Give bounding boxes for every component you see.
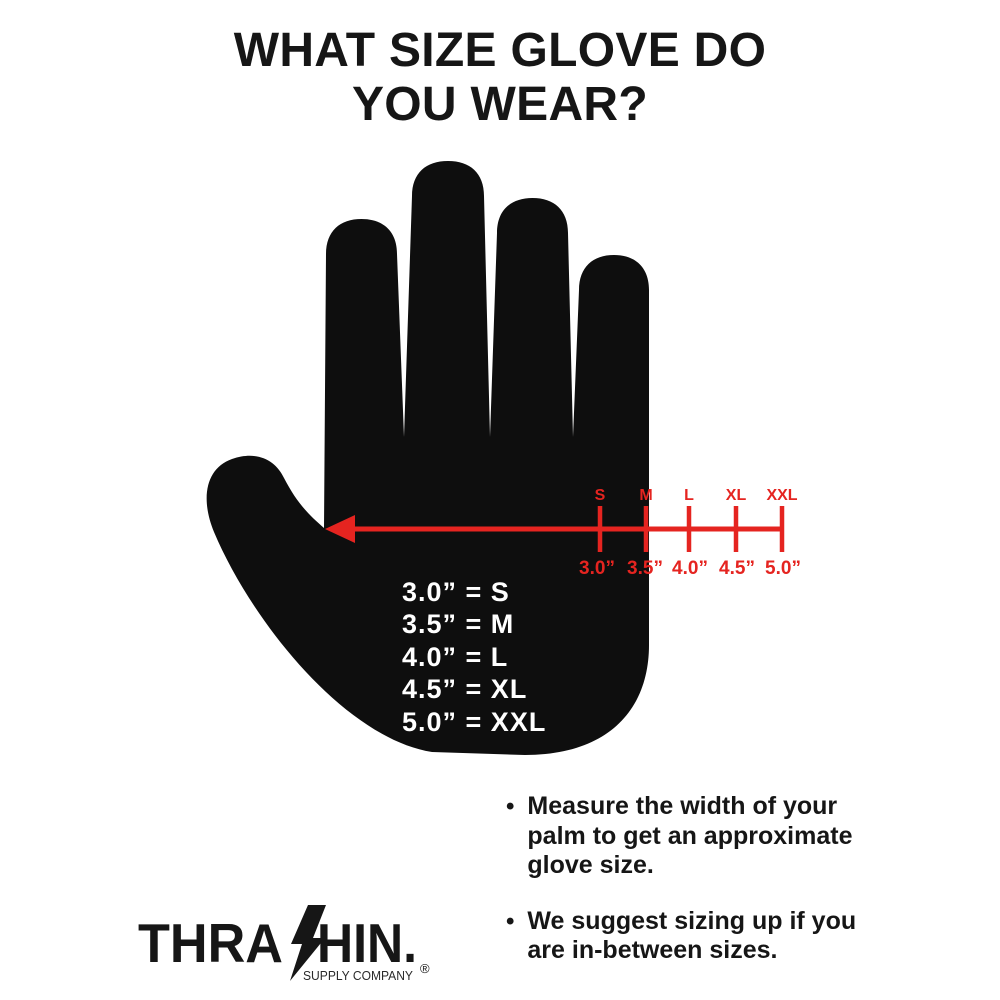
registered-trademark-icon: ® [420,961,430,976]
logo-tagline: SUPPLY COMPANY [303,969,414,983]
hand-silhouette-icon [206,161,649,755]
logo-word-part1: THRA [138,912,283,974]
note-text: We suggest sizing up if you are in-betwe… [527,906,857,965]
title-line-1: WHAT SIZE GLOVE DO [233,24,767,77]
note-text: Measure the width of your palm to get an… [527,792,853,879]
bullet-icon: • [506,907,515,935]
tick-measure-label: 3.5” [627,558,663,579]
lightning-bolt-icon [290,905,326,981]
thrashin-logo: THRA HIN. ® SUPPLY COMPANY [138,905,430,983]
sizing-notes: • Measure the width of your palm to get … [506,792,890,992]
tick-size-label: L [684,487,694,504]
size-mapping-line: 4.0” = L [402,642,508,672]
size-mapping-line: 4.5” = XL [402,674,527,704]
page-title: WHAT SIZE GLOVE DO YOU WEAR? [0,24,1000,132]
bullet-icon: • [506,793,515,820]
tick-size-label: XL [726,487,747,504]
tick-measure-label: 3.0” [579,558,615,579]
size-mapping-list: 3.0” = S 3.5” = M 4.0” = L 4.5” = XL 5.0… [402,577,546,737]
size-mapping-line: 5.0” = XXL [402,707,546,737]
tick-measure-label: 4.0” [672,558,708,579]
size-mapping-line: 3.0” = S [402,577,510,607]
tick-measure-label: 5.0” [765,558,801,579]
tick-size-label: S [595,487,606,504]
title-line-2: YOU WEAR? [351,77,649,131]
tick-measure-label: 4.5” [719,558,755,579]
tick-size-label: M [639,487,652,504]
left-arrow-icon [325,515,355,543]
tick-size-label: XXL [766,487,797,504]
note-item: • Measure the width of your palm to get … [506,792,890,881]
note-item: • We suggest sizing up if you are in-bet… [506,907,890,966]
logo-word-part2: HIN. [317,912,417,974]
size-mapping-line: 3.5” = M [402,609,514,639]
palm-width-ruler: S M L XL XXL 3.0” 3.5” 4.0” 4.5” 5.0” [325,487,801,579]
